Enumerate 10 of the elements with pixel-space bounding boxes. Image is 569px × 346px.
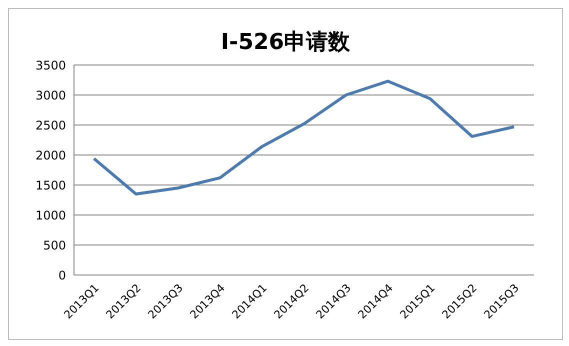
y-tick-label: 500 [43, 238, 66, 252]
y-tick-label: 3500 [35, 58, 66, 72]
y-tick-label: 0 [58, 268, 66, 282]
y-tick-label: 2000 [35, 148, 66, 162]
line-series [92, 80, 516, 196]
y-tick-label: 1000 [35, 208, 66, 222]
y-tick-label: 3000 [35, 88, 66, 102]
chart-title: I-526申请数 [220, 29, 352, 57]
y-tick-label: 2500 [35, 118, 66, 132]
y-tick-label: 1500 [35, 178, 66, 192]
